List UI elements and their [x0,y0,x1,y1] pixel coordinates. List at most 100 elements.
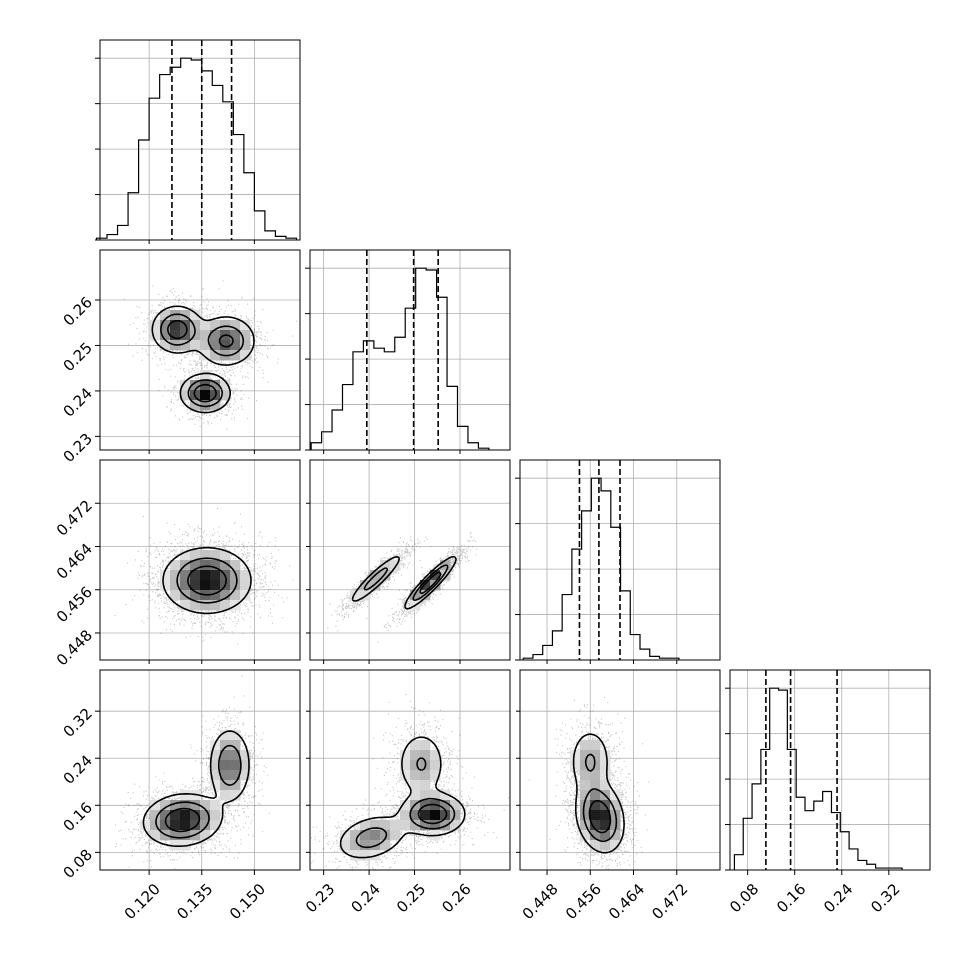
contour-1-1 [176,557,238,604]
contour-4-1 [355,757,456,849]
density-cell [610,820,621,831]
scatter-panel-3-0 [99,669,301,871]
contour-5-1 [582,753,618,843]
contour-1-0 [162,546,252,615]
density-cell [210,340,221,351]
density-cell [190,400,201,411]
scatter-panel-2-1 [309,459,511,661]
density-cell [160,340,171,351]
density-cell [420,810,431,821]
density-cell [180,830,191,841]
density-cell [180,790,191,801]
density-cell [430,790,441,801]
density-cell [170,590,181,601]
scatter-frame [99,669,301,871]
density-cell [420,780,431,791]
scatter-frame [99,459,301,661]
density-cell [160,570,171,581]
xtick-label: 0.472 [648,880,691,923]
density-cell [580,770,591,781]
density-cell [210,740,221,751]
xtick-label: 0.464 [605,880,648,923]
density-cell [150,800,161,811]
density-cell [160,580,171,591]
density-cell [450,800,461,811]
density-cell [240,350,251,361]
density-cell [230,760,241,771]
contour-0-1 [160,313,245,408]
density-cell [410,760,421,771]
density-cell [240,570,251,581]
density-cell [190,600,201,611]
density-cell [400,800,411,811]
density-cell [590,820,601,831]
density-cell [230,750,241,761]
ytick-label: 0.464 [53,540,96,583]
hist-background [100,40,300,240]
density-cell [580,800,591,811]
xtick-label: 0.25 [393,880,429,916]
hist-frame [309,249,511,451]
density-cell [220,790,231,801]
scatter-inner-3 [100,670,300,870]
density-cell [600,780,611,791]
density-cell [210,320,221,331]
density-cell [240,770,251,781]
density-cell [190,810,201,821]
density-cell [210,770,221,781]
ytick-label: 0.24 [60,384,96,420]
density-cell [230,790,241,801]
density-cell [580,810,591,821]
density-cell [170,800,181,811]
density-cell [360,820,371,831]
density-cell [160,310,171,321]
density-cell [210,800,221,811]
density-cell [180,800,191,811]
density-cell [220,760,231,771]
density-cell [180,600,191,611]
hist-background [730,670,930,870]
ytick-label: 0.448 [53,626,96,669]
density-cell [610,830,621,841]
density-cell [200,320,211,331]
density-cell [170,570,181,581]
density-cell [230,780,241,791]
density-cell [450,820,461,831]
density-cell [230,590,241,601]
density-cell [360,840,371,851]
density-cell [190,340,201,351]
density-cell [390,820,401,831]
scatter-panel-3-1 [309,669,511,871]
hist-frame [519,459,721,661]
density-cell [170,330,181,341]
hist-steps-0 [95,57,298,240]
density-cell [160,820,171,831]
density-cell [190,560,201,571]
density-cell [180,810,191,821]
density-cell [370,830,381,841]
density-cell [590,810,601,821]
density-cell [400,820,411,831]
density-cell [450,810,461,821]
contour-2-2 [419,571,442,595]
density-cell [210,580,221,591]
density-cell [420,770,431,781]
hist-frame [729,669,931,871]
density-cell [390,830,401,841]
contour-0-0 [151,305,255,414]
xtick-label: 0.448 [519,880,562,923]
contour-2-0 [351,555,457,610]
density-cell [350,830,361,841]
density-cell [230,350,241,361]
density-cell [210,350,221,361]
density-cell [590,830,601,841]
density-cell [410,770,421,781]
density-cell [180,340,191,351]
contour-5-2 [588,800,612,834]
density-cell [240,760,251,771]
density-cell [210,820,221,831]
density-cell [240,750,251,761]
density-cell [170,320,181,331]
density-cell [220,390,231,401]
density-cell [230,730,241,741]
